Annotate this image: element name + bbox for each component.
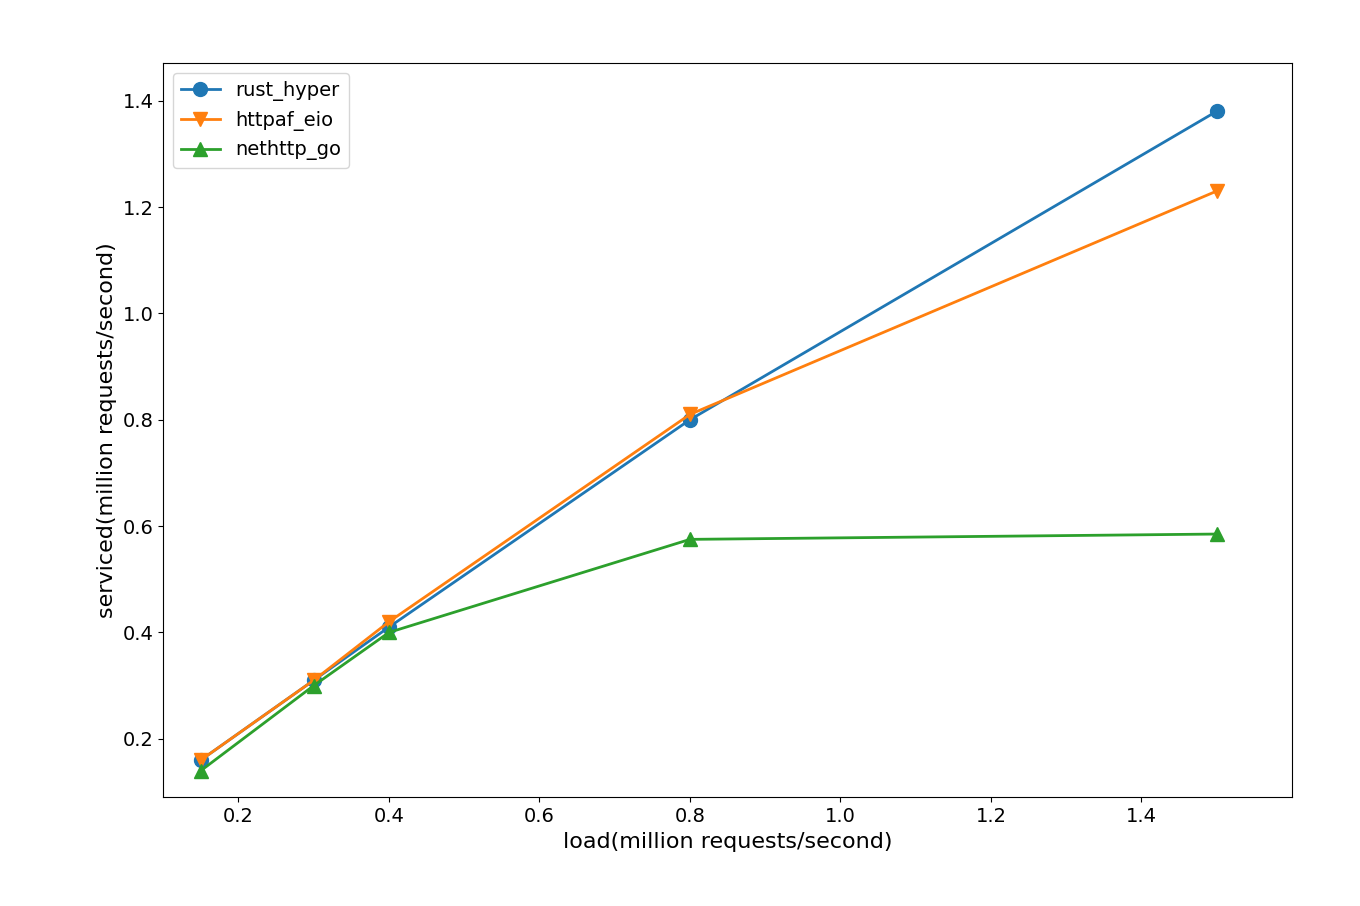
Legend: rust_hyper, httpaf_eio, nethttp_go: rust_hyper, httpaf_eio, nethttp_go: [173, 73, 350, 169]
nethttp_go: [193, 766, 209, 776]
X-axis label: load(million requests/second): load(million requests/second): [563, 832, 892, 852]
Line: rust_hyper: rust_hyper: [194, 104, 1224, 767]
nethttp_go: [681, 534, 698, 545]
rust_hyper: [1209, 106, 1225, 117]
httpaf_eio: [681, 409, 698, 419]
nethttp_go: [1209, 528, 1225, 539]
Line: nethttp_go: nethttp_go: [194, 527, 1224, 777]
rust_hyper: [193, 755, 209, 766]
nethttp_go: [381, 627, 397, 638]
httpaf_eio: [193, 755, 209, 766]
rust_hyper: [681, 414, 698, 425]
httpaf_eio: [306, 675, 322, 686]
nethttp_go: [306, 680, 322, 691]
Y-axis label: serviced(million requests/second): serviced(million requests/second): [97, 243, 117, 618]
httpaf_eio: [381, 616, 397, 627]
rust_hyper: [381, 622, 397, 632]
httpaf_eio: [1209, 186, 1225, 197]
Line: httpaf_eio: httpaf_eio: [194, 184, 1224, 767]
rust_hyper: [306, 675, 322, 686]
